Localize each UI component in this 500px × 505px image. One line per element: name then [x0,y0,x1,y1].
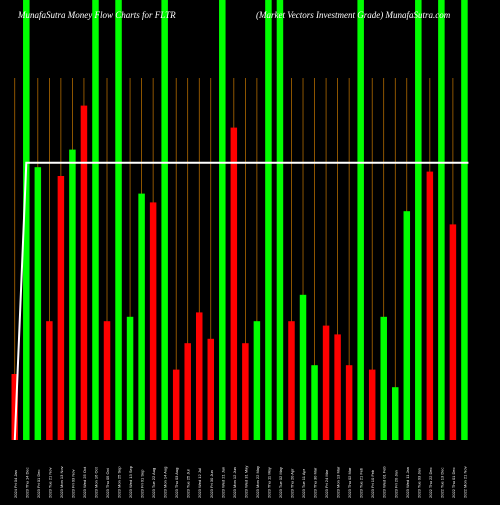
bar-red [103,321,111,440]
x-tick-label: 2023 Thu 30 Mar [313,467,318,498]
bar-red [11,374,19,440]
chart-subtitle: (Market Vectors Investment Grade) Munafa… [256,10,451,20]
trend-line [13,161,469,441]
x-tick-label: 2023 Thu 05 Oct [105,467,110,498]
x-tick-label: 2022 Thu 01 Dec [451,467,456,498]
bar-green [23,0,30,440]
x-tick-label: 2023 Mon 13 Nov [59,466,64,498]
bar-green [311,365,318,440]
bar-green [403,211,411,440]
bar-red [172,369,180,440]
bar-green [219,0,226,440]
x-tick-label: 2023 Mon 16 Oct [93,466,98,498]
x-tick-label: 2023 Wed 01 Feb [382,465,387,498]
x-tick-label: 2022 Thu 22 Dec [428,467,433,498]
x-tick-label: 2023 Tue 22 Aug [151,468,156,498]
x-tick-label: 2023 Fri 01 Sep [140,469,145,498]
bar-red [426,171,434,440]
bar-red [230,127,238,440]
x-tick-label: 2023 Thu 11 May [266,467,271,498]
bar-red [334,334,341,440]
bar-green [438,0,445,440]
x-tick-label: 2023 Fri 24 Mar [324,469,329,498]
x-tick-label: 2023 Mon 22 May [255,466,260,498]
bar-red [288,321,295,440]
bar-red [207,338,215,440]
bar-green [253,321,261,440]
bar-green [69,149,76,440]
bar-green [115,0,122,440]
bar-green [461,0,468,440]
bar-green [265,0,272,440]
x-tick-label: 2023 Wed 25 Oct [82,466,87,498]
x-tick-label: 2023 Tue 02 May [278,467,283,498]
chart-title: MunafaSutra Money Flow Charts for FLTR [18,10,176,20]
x-tick-label: 2022 Mon 21 Nov [462,466,467,498]
bar-red [149,202,157,440]
x-tick-label: 2023 Tue 25 Jul [186,469,191,498]
x-tick-label: 2023 Tue 03 Jan [416,468,421,498]
trend-line-layer [13,161,469,441]
bar-red [368,369,376,440]
bar-red [184,343,191,440]
x-tick-label: 2023 Fri 03 Nov [70,470,75,498]
bar-green [92,0,99,440]
x-tick-label: 2023 Fri 10 Feb [370,469,375,498]
x-tick-label: 2023 Tue 21 Feb [359,467,364,498]
bar-green [299,294,307,440]
x-tick-label: 2023 Fri 30 Jun [209,470,214,498]
bar-red [242,343,249,440]
x-tick-label: 2023 Fri 20 Jan [393,470,398,498]
x-tick-label: 2024 Fri 04 Jan [13,470,18,498]
bar-green [276,0,284,440]
x-tick-label: 2023 Wed 21 Jun [220,467,225,498]
x-tick-label: 2023 Wed 11 Jan [405,467,410,498]
bar-red [345,365,353,440]
x-tick-label: 2023 Mon 13 Mar [336,466,341,498]
bar-green [138,193,145,440]
bar-red [80,105,88,440]
x-tick-label: 2023 Wed 12 Jul [197,468,202,498]
bar-green [380,316,387,440]
x-tick-label: 2023 Wed 31 May [243,466,248,498]
bar-green [392,387,399,440]
x-tick-label: 2023 Tue 21 Nov [47,468,52,498]
x-tick-label: 2023 Thu 20 Apr [289,468,294,498]
x-tick-label: 2023 Thu 03 Aug [174,468,179,498]
bar-red [322,325,330,440]
bar-green [415,0,422,440]
x-tick-label: 2022 Tue 13 Dec [439,468,444,498]
x-tick-label: 2023 Tue 11 Apr [301,468,306,498]
x-tick-label: 2023 Mon 14 Aug [163,467,168,498]
bar-red [46,321,53,440]
bar-red [449,224,457,440]
bar-green [357,0,364,440]
x-tick-labels: 2024 Fri 04 Jan 2023 Thu 14 Dec 2023 Fri 0… [13,465,468,498]
bar-red [57,176,65,440]
bar-green [126,316,134,440]
x-tick-label: 2023 Thu 02 Mar [347,467,352,498]
bar-red [195,312,203,440]
x-tick-label: 2023 Mon 12 Jun [232,467,237,498]
x-tick-label: 2023 Mon 25 Sep [117,466,122,498]
bar-green [161,0,168,440]
x-tick-label: 2023 Fri 01 Dec [36,470,41,498]
x-tick-label: 2023 Thu 14 Dec [24,467,29,498]
x-tick-label: 2023 Wed 13 Sep [128,465,133,498]
bar-green [34,167,42,440]
bars [11,0,468,440]
